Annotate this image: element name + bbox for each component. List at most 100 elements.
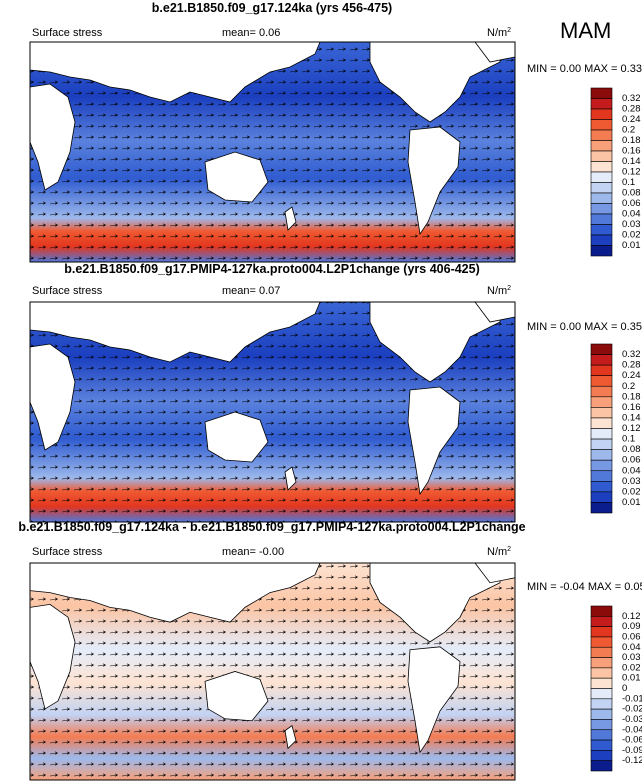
colorbar-label: 0.32 xyxy=(622,93,641,104)
mean-label: mean= 0.06 xyxy=(222,27,280,39)
colorbar-box xyxy=(590,438,613,450)
colorbar-label: 0.08 xyxy=(622,188,641,199)
colorbar-box xyxy=(590,667,613,679)
colorbar-label: 0.06 xyxy=(622,455,641,466)
colorbar-box xyxy=(590,234,613,246)
colorbar-box xyxy=(590,213,613,225)
colorbar-label: 0.1 xyxy=(622,434,635,445)
panel xyxy=(29,301,516,523)
colorbar-box xyxy=(590,224,613,236)
colorbar-label: 0.01 xyxy=(622,673,641,684)
colorbar-box xyxy=(590,396,613,408)
colorbar-label: 0.04 xyxy=(622,465,641,476)
colorbar-box xyxy=(590,417,613,429)
colorbar-label: 0.18 xyxy=(622,135,641,146)
colorbar-label: 0 xyxy=(622,683,627,694)
colorbar-label: 0.02 xyxy=(622,230,641,241)
colorbar-box xyxy=(590,161,613,173)
panel-title: b.e21.B1850.f09_g17.PMIP4-127ka.proto004… xyxy=(64,262,480,276)
colorbar-label: 0.24 xyxy=(622,114,641,125)
units: N/m xyxy=(487,27,507,39)
colorbar-label: 0.28 xyxy=(622,104,641,115)
colorbar-label: 0.04 xyxy=(622,209,641,220)
colorbar-label: 0.14 xyxy=(622,412,641,423)
colorbar-box xyxy=(590,646,613,658)
colorbar-label: 0.12 xyxy=(622,611,641,622)
colorbar-label: 0.08 xyxy=(622,444,641,455)
panel xyxy=(29,562,516,781)
colorbar-label: -0.03 xyxy=(622,714,642,725)
colorbar-box xyxy=(590,385,613,398)
colorbar-box xyxy=(590,119,613,131)
colorbar-box xyxy=(590,245,613,257)
panel xyxy=(29,41,516,263)
colorbar-box xyxy=(590,150,613,162)
colorbar-box xyxy=(590,698,613,710)
colorbar-label: 0.01 xyxy=(622,497,641,508)
colorbar-box xyxy=(590,750,613,761)
colorbar-label: 0.28 xyxy=(622,360,641,371)
colorbar-box xyxy=(590,192,613,204)
colorbar-box xyxy=(590,428,613,440)
colorbar-label: -0.06 xyxy=(622,735,642,746)
colorbar-box xyxy=(590,739,613,751)
colorbar-label: -0.12 xyxy=(622,755,642,766)
field-label: Surface stress xyxy=(32,285,103,297)
colorbar-box xyxy=(590,636,613,648)
colorbar-box xyxy=(590,657,613,669)
colorbar-label: 0.03 xyxy=(622,652,641,663)
units-label: N/m2 xyxy=(487,285,511,297)
colorbar-label: 0.2 xyxy=(622,381,635,392)
colorbar-label: 0.14 xyxy=(622,156,641,167)
colorbar-box xyxy=(590,729,613,741)
colorbar-label: 0.24 xyxy=(622,370,641,381)
colorbar-box xyxy=(590,364,613,376)
colorbar-box xyxy=(590,182,613,194)
units: N/m xyxy=(487,285,507,297)
colorbar-box xyxy=(590,470,613,482)
colorbar-box xyxy=(590,719,613,731)
colorbar-label: 0.32 xyxy=(622,349,641,360)
colorbar-label: 0.02 xyxy=(622,662,641,673)
colorbar-box xyxy=(590,129,613,141)
colorbar-box xyxy=(590,87,613,99)
colorbar-box xyxy=(590,605,613,617)
colorbar-box xyxy=(590,203,613,215)
colorbar-box xyxy=(590,491,613,503)
units-exponent: 2 xyxy=(507,27,511,34)
colorbar-box xyxy=(590,98,613,110)
field-label: Surface stress xyxy=(32,27,103,39)
map-frame xyxy=(29,562,516,781)
units-exponent: 2 xyxy=(507,285,511,292)
colorbar-box xyxy=(590,481,613,493)
colorbar-label: 0.16 xyxy=(622,146,641,157)
colorbar-label: -0.01 xyxy=(622,693,642,704)
mean-label: mean= 0.07 xyxy=(222,285,280,297)
colorbar-box xyxy=(590,375,613,387)
range-label: MIN = 0.00 MAX = 0.33 xyxy=(527,63,642,75)
range-label: MIN = -0.04 MAX = 0.05 xyxy=(527,581,642,593)
colorbar-label: 0.01 xyxy=(622,240,641,251)
colorbar-label: 0.18 xyxy=(622,391,641,402)
colorbar-label: 0.12 xyxy=(622,423,641,434)
colorbar-box xyxy=(590,688,613,700)
colorbar-box xyxy=(590,616,613,627)
colorbar-label: -0.09 xyxy=(622,745,642,756)
colorbar-label: 0.02 xyxy=(622,486,641,497)
colorbar-box xyxy=(590,449,613,461)
colorbar-box xyxy=(590,760,613,772)
colorbar-box xyxy=(590,140,613,152)
units-label: N/m2 xyxy=(487,546,511,558)
colorbar-label: 0.16 xyxy=(622,402,641,413)
field-label: Surface stress xyxy=(32,546,103,558)
mean-label: mean= -0.00 xyxy=(222,546,284,558)
colorbar-box xyxy=(590,108,613,120)
colorbar-box xyxy=(590,171,613,183)
units: N/m xyxy=(487,546,507,558)
colorbar-label: -0.04 xyxy=(622,724,642,735)
colorbar-label: 0.09 xyxy=(622,621,641,632)
season-label: MAM xyxy=(560,18,611,43)
colorbar-box xyxy=(590,354,613,366)
colorbar-label: 0.2 xyxy=(622,125,635,136)
